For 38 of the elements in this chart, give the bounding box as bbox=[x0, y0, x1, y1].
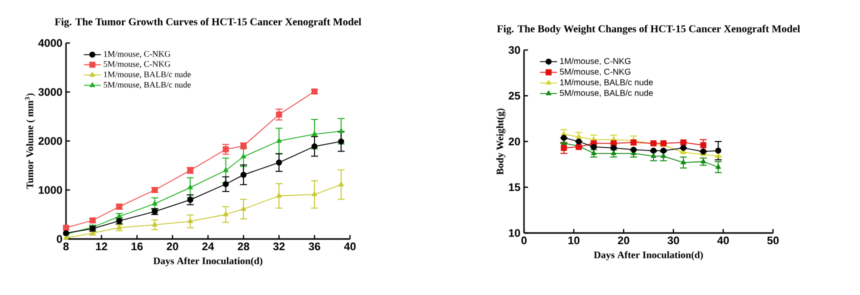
legend-label: 5M/mouse, C-NKG bbox=[560, 68, 630, 76]
legend-label: 1M/mouse, BALB/c nude bbox=[560, 79, 653, 86]
y-tick-label: 25 bbox=[508, 92, 520, 100]
y-tick-label: 4000 bbox=[38, 39, 62, 47]
x-tick-label: 8 bbox=[63, 242, 69, 250]
y-tick-label: 10 bbox=[508, 229, 520, 237]
x-tick-label: 0 bbox=[521, 236, 527, 244]
x-tick-label: 40 bbox=[717, 236, 729, 244]
x-tick-label: 20 bbox=[166, 242, 178, 250]
y-axis-title: Tumor Volume ( mm$^{3}$) bbox=[24, 93, 36, 189]
x-tick-label: 50 bbox=[767, 236, 779, 244]
x-tick-label: 40 bbox=[344, 242, 356, 250]
chart-title: Fig. The Tumor Growth Curves of HCT-15 Cancer Xenograft Model bbox=[54, 18, 362, 28]
legend-label: 1M/mouse, C-NKG bbox=[104, 51, 170, 58]
y-tick-label: 15 bbox=[508, 183, 520, 192]
y-tick-label: 30 bbox=[508, 46, 520, 54]
x-tick-label: 28 bbox=[238, 242, 250, 250]
legend-label: 5M/mouse, BALB/c nude bbox=[560, 90, 653, 97]
legend-label: 5M/mouse, C-NKG bbox=[104, 61, 170, 68]
y-tick-label: 2000 bbox=[38, 137, 62, 145]
x-tick-label: 16 bbox=[132, 242, 143, 250]
y-tick-label: 3000 bbox=[38, 88, 62, 96]
x-tick-label: 10 bbox=[568, 236, 580, 244]
x-tick-label: 20 bbox=[618, 236, 630, 244]
y-tick-label: 1000 bbox=[38, 186, 62, 194]
x-axis-title: Days After Inoculation(d) bbox=[153, 257, 262, 266]
x-tick-label: 12 bbox=[96, 242, 108, 250]
y-tick-label: 20 bbox=[508, 138, 520, 146]
y-axis-title: Body Weight(g) bbox=[496, 108, 506, 175]
x-tick-label: 30 bbox=[668, 236, 680, 244]
legend-label: 1M/mouse, BALB/c nude bbox=[104, 71, 191, 78]
x-axis-title: Days After Inoculation(d) bbox=[594, 251, 703, 260]
legend-label: 5M/mouse, BALB/c nude bbox=[104, 82, 191, 89]
x-tick-label: 36 bbox=[308, 242, 320, 250]
x-tick-label: 32 bbox=[273, 242, 285, 250]
chart-title: Fig. The Body Weight Changes of HCT-15 Cancer Xenograft Model bbox=[497, 24, 800, 35]
x-tick-label: 24 bbox=[202, 242, 214, 250]
legend-label: 1M/mouse, C-NKG bbox=[560, 58, 630, 66]
